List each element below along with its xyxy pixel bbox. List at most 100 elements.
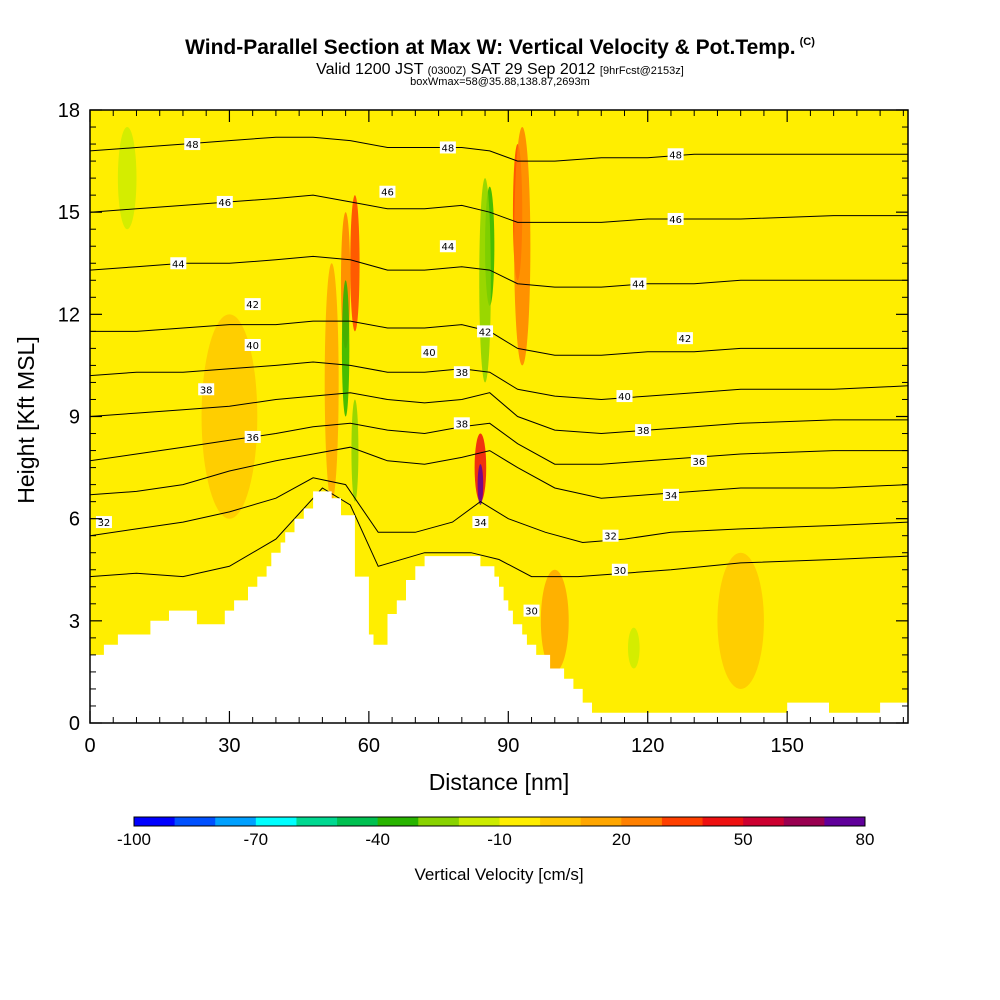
contour-label: 32 — [98, 518, 111, 529]
contour-label-box — [244, 298, 261, 311]
contour-label-box — [439, 141, 456, 154]
contour-label-box — [676, 332, 693, 345]
velocity-feature-2 — [350, 195, 360, 332]
contour-label: 38 — [455, 368, 468, 379]
title-mark: (C) — [799, 36, 815, 48]
x-tick-label: 0 — [84, 735, 95, 757]
colorbar-segment — [540, 817, 582, 826]
contour-label: 30 — [613, 566, 626, 577]
colorbar-segment — [702, 817, 744, 826]
theta-contour-30 — [90, 487, 908, 578]
colorbar-segment — [580, 817, 622, 826]
colorbar-segment — [255, 817, 297, 826]
colorbar-segment — [174, 817, 216, 826]
contour-label-box — [635, 424, 652, 437]
contour-label: 42 — [246, 300, 259, 311]
colorbar-tick-label: 80 — [856, 830, 875, 849]
contour-label: 48 — [669, 150, 682, 161]
contour-label: 42 — [479, 327, 492, 338]
colorbar-tick-label: -40 — [365, 830, 390, 849]
contour-label: 46 — [669, 215, 682, 226]
contour-label-box — [244, 430, 261, 443]
velocity-feature-3 — [341, 280, 350, 417]
contour-label-box — [472, 516, 489, 529]
x-tick-label: 60 — [358, 735, 380, 757]
contour-label-box — [667, 212, 684, 225]
colorbar-tick-label: -10 — [487, 830, 512, 849]
contour-label-box — [667, 148, 684, 161]
colorbar-segment — [783, 817, 825, 826]
contour-label: 36 — [692, 457, 705, 468]
contour-label-box — [184, 138, 201, 151]
contour-label-box — [421, 345, 438, 358]
contour-label-box — [453, 417, 470, 430]
y-axis-label: Height [Kft MSL] — [13, 336, 39, 503]
colorbar-segment — [296, 817, 338, 826]
colorbar-segment — [337, 817, 379, 826]
colorbar-segment — [499, 817, 541, 826]
contour-label-box — [216, 195, 233, 208]
x-axis: 0 30 60 90 120 150 — [84, 110, 904, 757]
y-tick-label: 3 — [69, 611, 80, 633]
contour-label-box — [170, 257, 187, 270]
y-tick-label: 6 — [69, 509, 80, 531]
y-tick-label: 18 — [58, 100, 80, 122]
subtitle-main: Valid 1200 JST — [316, 61, 424, 78]
velocity-feature-15 — [540, 569, 569, 672]
contour-label-box — [523, 604, 540, 617]
velocity-feature-14 — [717, 552, 764, 689]
contour-label-box — [616, 390, 633, 403]
chart-title: Wind-Parallel Section at Max W: Vertical… — [185, 36, 815, 59]
y-tick-label: 9 — [69, 407, 80, 429]
colorbar — [133, 816, 866, 827]
theta-contour-42 — [90, 320, 908, 356]
colorbar-segment — [458, 817, 500, 826]
contour-label-box — [662, 488, 679, 501]
contour-label: 34 — [665, 491, 678, 502]
contour-label-box — [198, 383, 215, 396]
theta-contour-34 — [90, 446, 908, 499]
colorbar-tick-label: 20 — [612, 830, 631, 849]
contour-label: 40 — [246, 341, 259, 352]
theta-contour-32 — [90, 477, 908, 544]
theta-contour-48 — [90, 136, 908, 162]
contour-label-box — [453, 366, 470, 379]
velocity-feature-4 — [351, 399, 359, 502]
contour-label: 46 — [218, 198, 231, 209]
velocity-feature-12 — [627, 627, 640, 669]
contour-label-box — [477, 325, 494, 338]
colorbar-segment — [824, 817, 866, 826]
contour-label: 38 — [200, 385, 213, 396]
colorbar-segment — [377, 817, 419, 826]
x-axis-label: Distance [nm] — [429, 769, 570, 795]
contour-label-box — [602, 529, 619, 542]
contour-label-box — [611, 563, 628, 576]
contour-label: 44 — [442, 242, 455, 253]
colorbar-tick-label: -100 — [117, 830, 151, 849]
x-tick-label: 30 — [218, 735, 240, 757]
colorbar-segment — [743, 817, 785, 826]
velocity-feature-0 — [324, 263, 339, 502]
colorbar-segment — [621, 817, 663, 826]
colorbar-ticks: -100 -70 -40 -10 20 50 80 — [117, 830, 874, 849]
y-tick-label: 0 — [69, 713, 80, 735]
x-tick-label: 150 — [770, 735, 803, 757]
velocity-feature-8 — [514, 127, 531, 366]
y-tick-label: 15 — [58, 202, 80, 224]
velocity-feature-6 — [479, 178, 491, 383]
theta-contour-44 — [90, 255, 908, 288]
terrain — [90, 491, 908, 723]
contour-label: 40 — [423, 348, 436, 359]
subtitle-fcst: [9hrFcst@2153z] — [599, 65, 684, 77]
contour-label: 44 — [632, 280, 645, 291]
subtitle-utc: (0300Z) — [427, 65, 467, 77]
theta-contour-38 — [90, 392, 908, 435]
colorbar-segment — [134, 817, 176, 826]
contour-label: 36 — [246, 433, 259, 444]
contour-label-box — [379, 185, 396, 198]
contour-label-box — [690, 454, 707, 467]
contour-label-box — [630, 277, 647, 290]
contour-label: 32 — [604, 532, 617, 543]
contour-label-box — [244, 338, 261, 351]
